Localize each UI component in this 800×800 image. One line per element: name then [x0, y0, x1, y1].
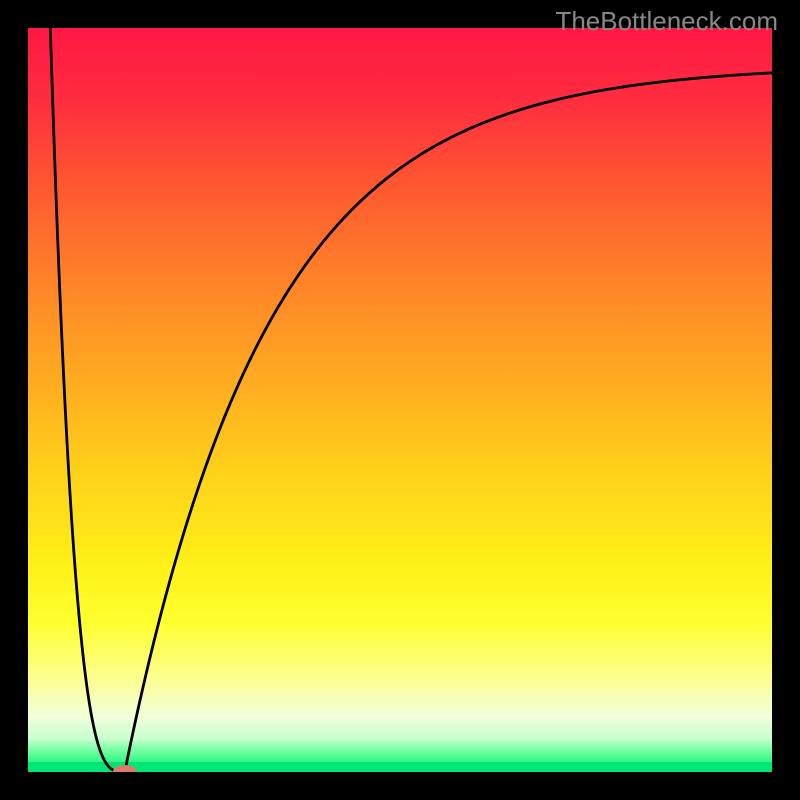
chart-background: [28, 28, 772, 772]
watermark-text: TheBottleneck.com: [555, 6, 778, 37]
green-baseline-band: [28, 762, 772, 772]
bottleneck-chart: [28, 28, 772, 772]
